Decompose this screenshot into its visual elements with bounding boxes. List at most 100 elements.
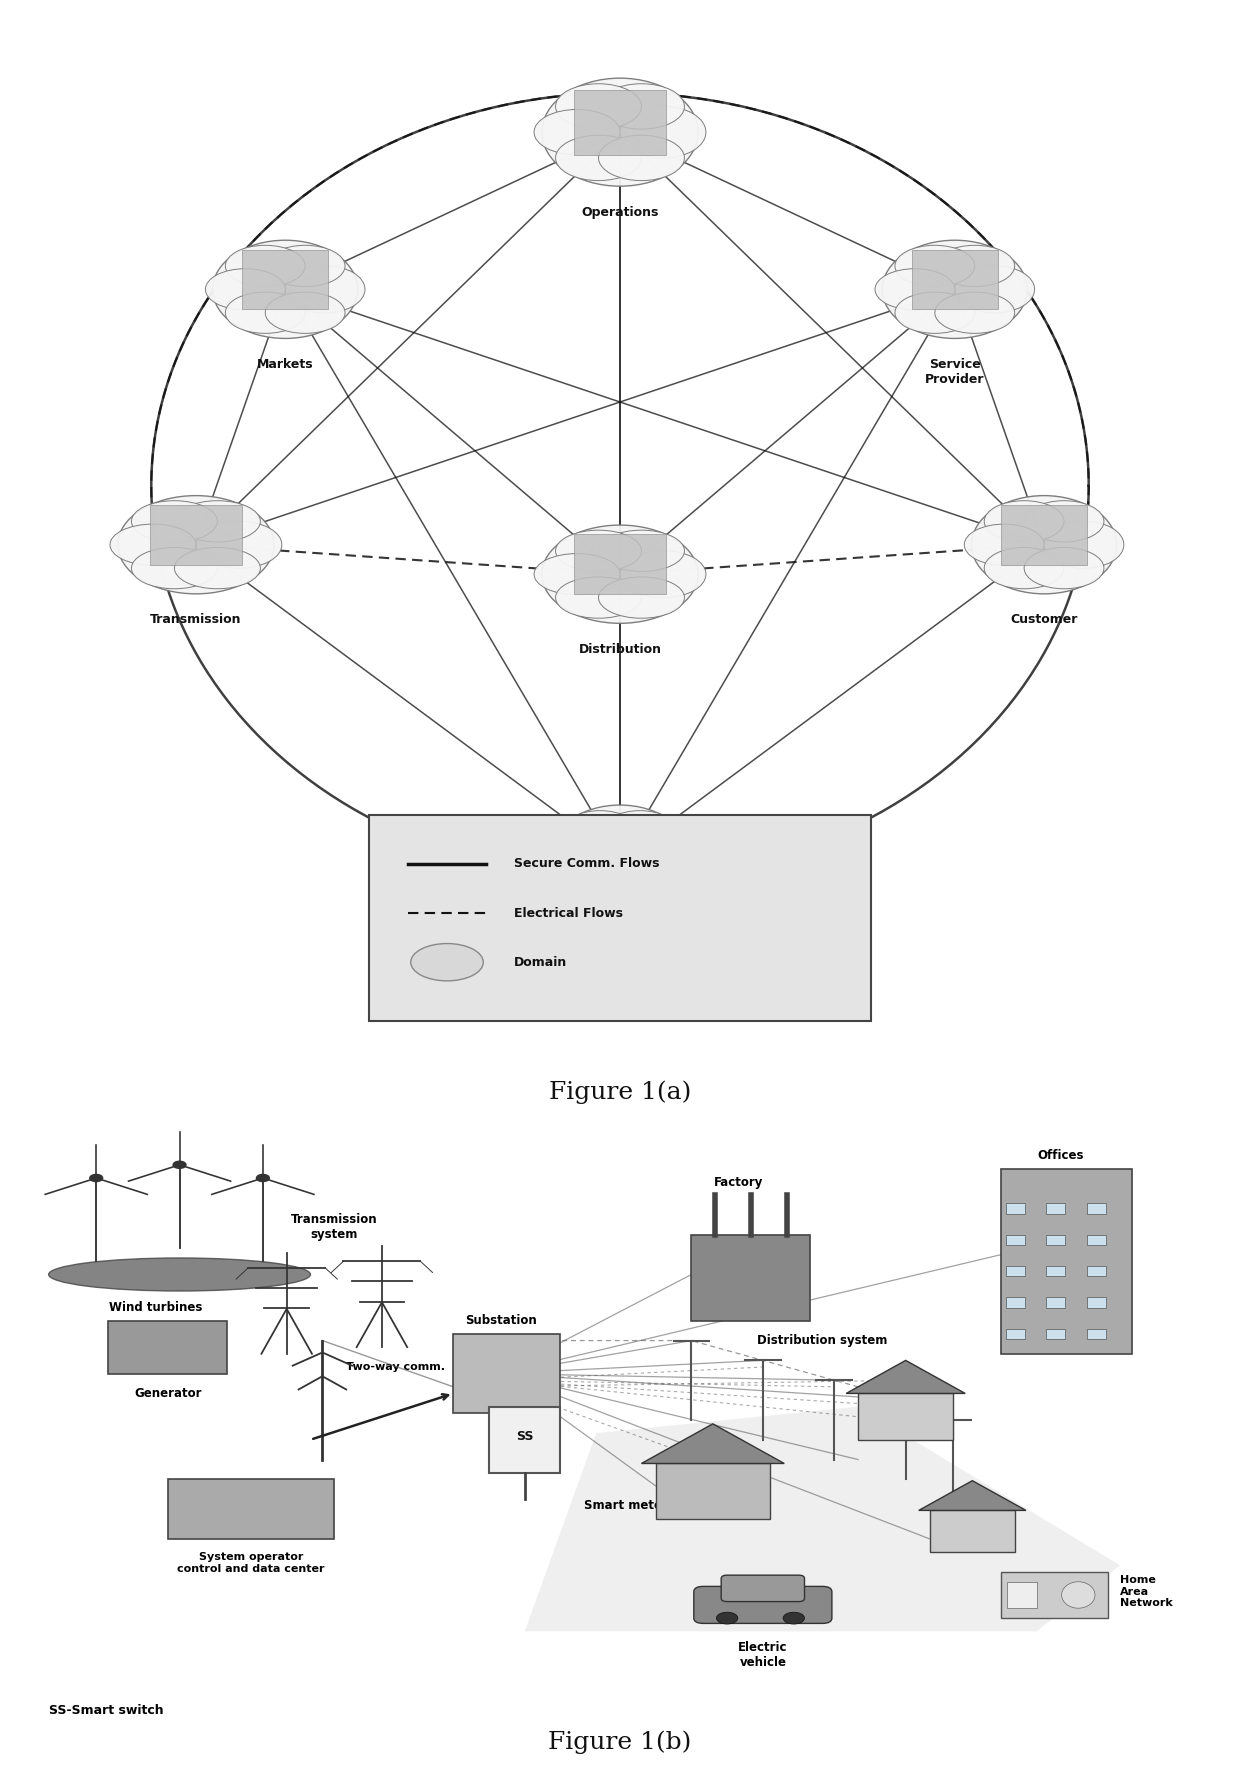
- FancyBboxPatch shape: [577, 816, 663, 882]
- FancyBboxPatch shape: [1006, 1234, 1024, 1245]
- Text: Distribution: Distribution: [579, 643, 661, 655]
- Ellipse shape: [175, 500, 260, 541]
- Ellipse shape: [226, 245, 305, 286]
- Text: Electrical Flows: Electrical Flows: [515, 907, 622, 920]
- Ellipse shape: [265, 245, 345, 286]
- Ellipse shape: [985, 500, 1064, 541]
- Ellipse shape: [556, 530, 641, 572]
- Ellipse shape: [556, 136, 641, 180]
- Ellipse shape: [213, 241, 358, 339]
- FancyBboxPatch shape: [694, 1586, 832, 1623]
- Ellipse shape: [1024, 500, 1104, 541]
- FancyBboxPatch shape: [1086, 1297, 1106, 1307]
- Ellipse shape: [131, 500, 217, 541]
- Ellipse shape: [965, 523, 1044, 566]
- Text: SS: SS: [516, 1431, 533, 1443]
- Text: SS-Smart switch: SS-Smart switch: [48, 1704, 164, 1716]
- FancyBboxPatch shape: [1086, 1329, 1106, 1340]
- FancyBboxPatch shape: [1001, 505, 1087, 564]
- FancyBboxPatch shape: [1047, 1204, 1065, 1214]
- FancyBboxPatch shape: [930, 1511, 1016, 1552]
- Ellipse shape: [935, 245, 1014, 286]
- Ellipse shape: [110, 523, 196, 566]
- Ellipse shape: [599, 530, 684, 572]
- Ellipse shape: [265, 293, 345, 334]
- Polygon shape: [641, 1423, 784, 1463]
- FancyBboxPatch shape: [1047, 1297, 1065, 1307]
- Ellipse shape: [599, 577, 684, 618]
- Text: Generator: Generator: [134, 1386, 201, 1400]
- FancyBboxPatch shape: [1006, 1204, 1024, 1214]
- Ellipse shape: [1044, 522, 1123, 568]
- Text: Markets: Markets: [257, 359, 314, 371]
- Ellipse shape: [784, 1613, 805, 1623]
- Text: Wind turbines: Wind turbines: [109, 1300, 202, 1314]
- FancyBboxPatch shape: [150, 505, 242, 564]
- Ellipse shape: [895, 293, 975, 334]
- Text: Distribution system: Distribution system: [758, 1334, 888, 1347]
- FancyBboxPatch shape: [1047, 1329, 1065, 1340]
- FancyBboxPatch shape: [1001, 1168, 1132, 1354]
- Text: System operator
control and data center: System operator control and data center: [177, 1552, 325, 1573]
- Text: Operations: Operations: [582, 205, 658, 220]
- Ellipse shape: [883, 241, 1028, 339]
- FancyBboxPatch shape: [370, 814, 872, 1022]
- FancyBboxPatch shape: [1047, 1234, 1065, 1245]
- FancyBboxPatch shape: [489, 1407, 560, 1473]
- FancyBboxPatch shape: [1006, 1297, 1024, 1307]
- Ellipse shape: [600, 811, 680, 855]
- Text: Customer: Customer: [1011, 614, 1078, 627]
- Text: Substation: Substation: [465, 1314, 537, 1327]
- Ellipse shape: [599, 84, 684, 129]
- Text: Two-way comm.: Two-way comm.: [346, 1363, 445, 1372]
- Polygon shape: [919, 1481, 1025, 1511]
- Ellipse shape: [556, 577, 641, 618]
- Ellipse shape: [599, 136, 684, 180]
- FancyBboxPatch shape: [1047, 1266, 1065, 1277]
- Text: Transmission
system: Transmission system: [291, 1213, 378, 1241]
- Text: Smart meter: Smart meter: [584, 1498, 668, 1513]
- Polygon shape: [525, 1407, 1120, 1631]
- Ellipse shape: [560, 811, 640, 855]
- Text: Figure 1(b): Figure 1(b): [548, 1731, 692, 1754]
- FancyBboxPatch shape: [167, 1479, 335, 1540]
- Ellipse shape: [600, 863, 680, 907]
- Text: Home
Area
Network: Home Area Network: [1120, 1575, 1173, 1607]
- Ellipse shape: [131, 548, 217, 589]
- FancyBboxPatch shape: [858, 1393, 954, 1440]
- Text: Offices: Offices: [1037, 1148, 1084, 1163]
- Ellipse shape: [955, 266, 1034, 313]
- Ellipse shape: [985, 548, 1064, 589]
- Text: Service
Provider: Service Provider: [925, 359, 985, 386]
- FancyBboxPatch shape: [1001, 1572, 1109, 1618]
- Ellipse shape: [410, 943, 484, 981]
- FancyBboxPatch shape: [1006, 1329, 1024, 1340]
- Ellipse shape: [1024, 548, 1104, 589]
- Ellipse shape: [560, 863, 640, 907]
- Ellipse shape: [541, 836, 620, 882]
- Ellipse shape: [542, 79, 698, 186]
- Ellipse shape: [935, 293, 1014, 334]
- Ellipse shape: [875, 268, 955, 311]
- FancyBboxPatch shape: [1086, 1204, 1106, 1214]
- FancyBboxPatch shape: [692, 1234, 811, 1322]
- Text: Secure Comm. Flows: Secure Comm. Flows: [515, 857, 660, 870]
- FancyBboxPatch shape: [454, 1334, 560, 1413]
- Ellipse shape: [534, 109, 620, 155]
- Ellipse shape: [206, 268, 285, 311]
- Ellipse shape: [548, 805, 692, 913]
- Ellipse shape: [257, 1175, 269, 1182]
- Ellipse shape: [620, 550, 706, 598]
- FancyBboxPatch shape: [1086, 1234, 1106, 1245]
- Ellipse shape: [175, 548, 260, 589]
- Ellipse shape: [895, 245, 975, 286]
- FancyBboxPatch shape: [1007, 1582, 1037, 1607]
- Ellipse shape: [556, 84, 641, 129]
- Ellipse shape: [285, 266, 365, 313]
- FancyBboxPatch shape: [242, 250, 329, 309]
- Polygon shape: [846, 1361, 965, 1393]
- FancyBboxPatch shape: [574, 534, 666, 595]
- Text: Transmission: Transmission: [150, 614, 242, 627]
- Ellipse shape: [196, 522, 281, 568]
- Ellipse shape: [717, 1613, 738, 1623]
